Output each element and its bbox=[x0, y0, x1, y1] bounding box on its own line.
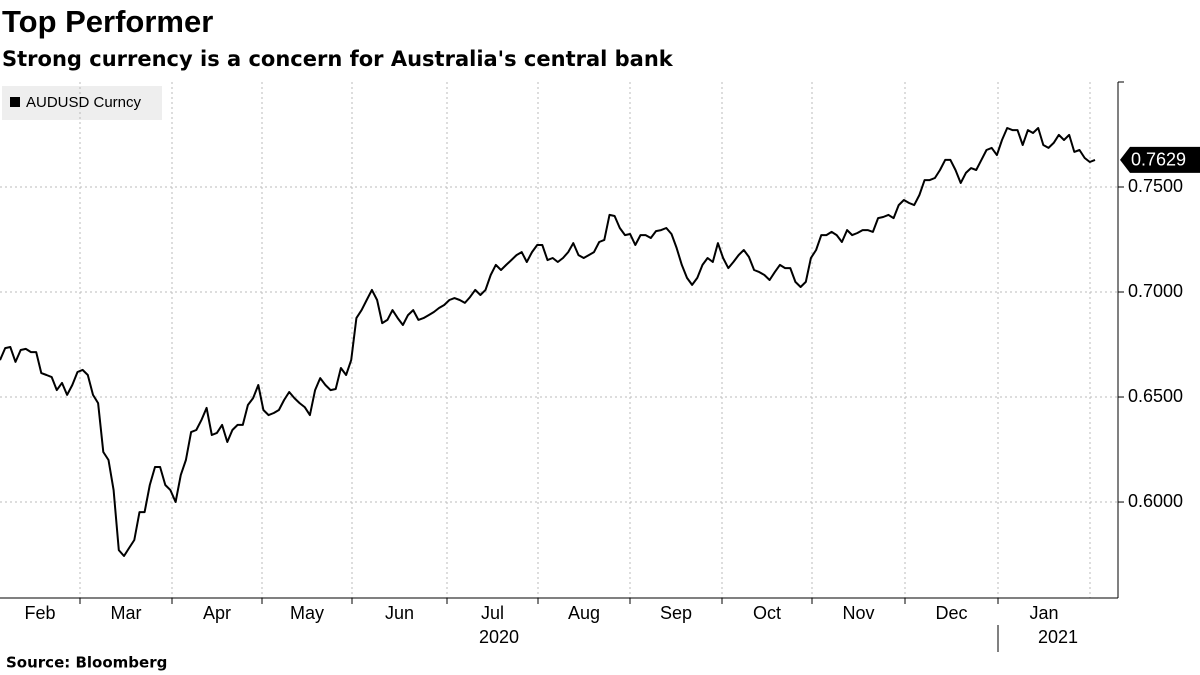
y-tick-label: 0.7500 bbox=[1128, 176, 1183, 196]
y-tick-label: 0.6000 bbox=[1128, 491, 1183, 511]
x-tick-label: Jan bbox=[1029, 603, 1058, 623]
year-label: 2021 bbox=[1038, 627, 1078, 647]
x-tick-label: Dec bbox=[935, 603, 967, 623]
x-tick-label: Mar bbox=[111, 603, 142, 623]
year-label: 2020 bbox=[479, 627, 519, 647]
x-tick-label: Jul bbox=[481, 603, 504, 623]
y-tick-label: 0.6500 bbox=[1128, 386, 1183, 406]
x-tick-label: Oct bbox=[753, 603, 781, 623]
x-tick-label: Sep bbox=[660, 603, 692, 623]
x-tick-label: Aug bbox=[568, 603, 600, 623]
y-tick-label: 0.7000 bbox=[1128, 281, 1183, 301]
last-value-tag bbox=[1120, 146, 1200, 173]
x-tick-label: Feb bbox=[24, 603, 55, 623]
x-tick-label: Nov bbox=[842, 603, 874, 623]
chart-title: Top Performer bbox=[2, 4, 213, 39]
line bbox=[0, 127, 1096, 557]
legend-box bbox=[2, 86, 162, 120]
legend-label: AUDUSD Curncy bbox=[26, 94, 142, 111]
last-value-label: 0.7629 bbox=[1131, 150, 1186, 170]
legend-swatch bbox=[10, 97, 20, 107]
source: Source: Bloomberg bbox=[6, 654, 167, 672]
x-tick-label: Apr bbox=[203, 603, 231, 623]
chart-subtitle: Strong currency is a concern for Austral… bbox=[2, 47, 674, 71]
x-tick-label: May bbox=[290, 603, 324, 623]
x-tick-label: Jun bbox=[385, 603, 414, 623]
